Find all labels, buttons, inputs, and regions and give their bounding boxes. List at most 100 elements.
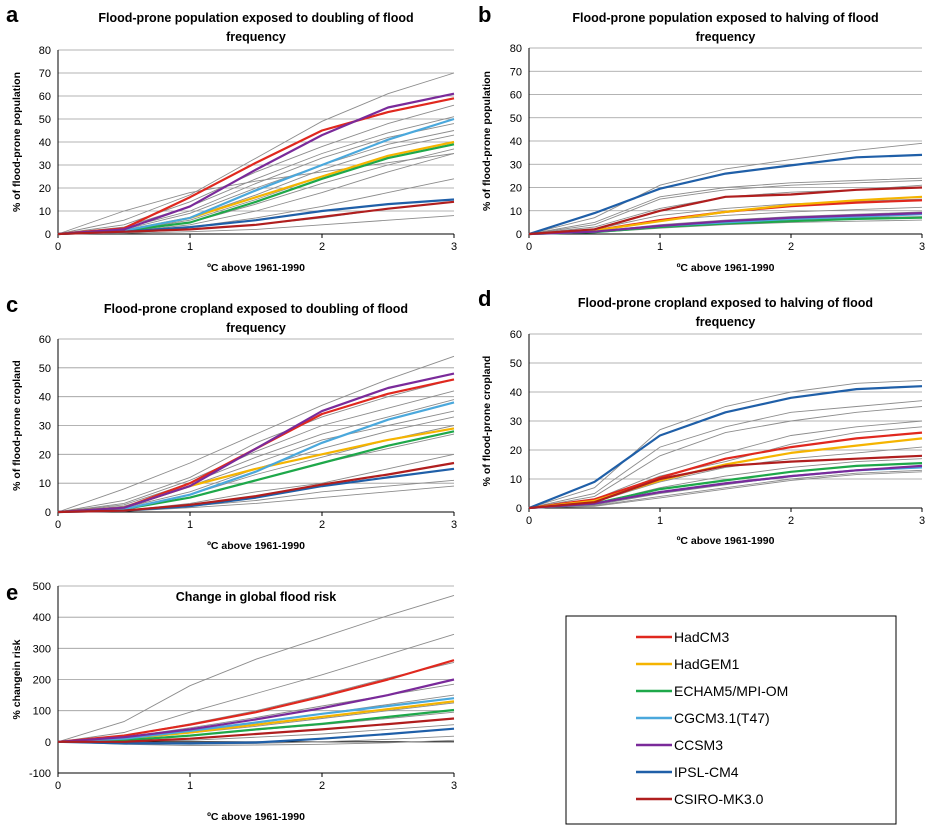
y-tick-label: 80: [39, 45, 51, 57]
y-tick-label: 0: [45, 229, 51, 241]
series-line-csiro-mk3-0: [57, 461, 455, 514]
series-line-ipsl-cm4: [57, 727, 455, 745]
y-tick-label: 0: [516, 229, 522, 241]
panel-letter: c: [6, 292, 18, 317]
y-tick-label: 70: [510, 66, 522, 78]
y-tick-label: 40: [39, 392, 51, 404]
x-tick-label: 3: [451, 780, 457, 792]
y-tick-label: 200: [33, 675, 51, 687]
y-tick-label: 50: [39, 363, 51, 375]
series-line-ccsm3: [57, 92, 455, 236]
panel-letter: a: [6, 2, 19, 27]
y-tick-label: 50: [39, 114, 51, 126]
y-axis-label: % of flood-prone population: [481, 71, 493, 211]
series-line-other: [528, 180, 923, 235]
legend-label: CGCM3.1(T47): [674, 710, 770, 726]
series-line-csiro-mk3-0: [528, 186, 923, 236]
y-tick-label: 10: [510, 474, 522, 486]
series-line-other: [528, 177, 923, 235]
legend-label: CCSM3: [674, 737, 723, 753]
series-line-other: [528, 379, 923, 509]
chart-panel-d: d Flood-prone cropland exposed to halving…: [478, 286, 925, 547]
series-line-cgcm3-1-t47-: [57, 401, 455, 514]
y-tick-label: 10: [510, 206, 522, 218]
series-line-other: [57, 390, 455, 513]
series-line-other: [57, 215, 455, 235]
series-line-other: [57, 378, 455, 513]
series-line-other: [528, 400, 923, 509]
x-axis-label: ºC above 1961-1990: [207, 262, 305, 274]
y-tick-label: 50: [510, 358, 522, 370]
chart-title-line: frequency: [226, 30, 286, 44]
x-tick-label: 0: [55, 241, 61, 253]
series-line-ipsl-cm4: [528, 385, 923, 510]
series-line-ccsm3: [528, 212, 923, 236]
panel-letter: d: [478, 286, 491, 311]
series-line-hadgem1: [57, 427, 455, 514]
x-tick-label: 0: [526, 241, 532, 253]
x-axis-label: ºC above 1961-1990: [207, 811, 305, 823]
chart-panel-c: c Flood-prone cropland exposed to doublin…: [6, 292, 457, 552]
y-tick-label: 300: [33, 643, 51, 655]
panel-letter: b: [478, 2, 491, 27]
y-tick-label: 10: [39, 478, 51, 490]
legend-label: HadCM3: [674, 629, 729, 645]
y-tick-label: 60: [510, 329, 522, 341]
x-tick-label: 0: [55, 519, 61, 531]
series-line-other: [57, 633, 455, 743]
y-tick-label: 40: [510, 136, 522, 148]
y-tick-label: 30: [510, 159, 522, 171]
y-tick-label: 20: [510, 445, 522, 457]
x-axis-label: ºC above 1961-1990: [677, 262, 775, 274]
series-line-echam5-mpi-om: [57, 708, 455, 743]
series-line-ccsm3: [57, 678, 455, 743]
x-tick-label: 0: [526, 515, 532, 527]
legend-label: IPSL-CM4: [674, 764, 739, 780]
chart-title-line: Flood-prone population exposed to halvin…: [572, 11, 878, 25]
series-line-ccsm3: [528, 464, 923, 510]
series-line-ipsl-cm4: [528, 153, 923, 236]
series-line-csiro-mk3-0: [528, 454, 923, 510]
x-axis-label: ºC above 1961-1990: [207, 540, 305, 552]
series-line-other: [57, 116, 455, 235]
series-line-ccsm3: [57, 372, 455, 514]
series-line-cgcm3-1-t47-: [57, 697, 455, 743]
series-line-other: [57, 594, 455, 743]
y-tick-label: 30: [39, 421, 51, 433]
y-tick-label: 70: [39, 68, 51, 80]
x-tick-label: 3: [451, 241, 457, 253]
x-tick-label: 1: [657, 241, 663, 253]
series-line-other: [57, 355, 455, 513]
y-tick-label: 400: [33, 612, 51, 624]
series-line-hadgem1: [528, 437, 923, 510]
x-tick-label: 2: [788, 515, 794, 527]
series-line-other: [57, 104, 455, 235]
y-tick-label: 40: [39, 137, 51, 149]
series-line-other: [57, 153, 455, 235]
y-tick-label: 20: [39, 449, 51, 461]
y-tick-label: 20: [39, 183, 51, 195]
legend-label: CSIRO-MK3.0: [674, 791, 764, 807]
series-line-other: [528, 406, 923, 509]
y-tick-label: 30: [39, 160, 51, 172]
y-tick-label: 80: [510, 43, 522, 55]
series-line-other: [57, 399, 455, 513]
series-line-hadcm3: [528, 431, 923, 510]
x-tick-label: 0: [55, 780, 61, 792]
x-tick-label: 3: [451, 519, 457, 531]
y-tick-label: 500: [33, 581, 51, 593]
y-tick-label: 20: [510, 183, 522, 195]
series-line-other: [528, 469, 923, 509]
chart-panel-a: a Flood-prone population exposed to doubl…: [6, 2, 457, 274]
y-axis-label: % of flood-prone cropland: [11, 360, 23, 491]
x-axis-label: ºC above 1961-1990: [677, 535, 775, 547]
y-tick-label: 60: [39, 334, 51, 346]
series-line-other: [528, 446, 923, 509]
chart-panel-b: b Flood-prone population exposed to halvi…: [478, 2, 925, 274]
panel-letter: e: [6, 580, 18, 605]
x-tick-label: 1: [187, 241, 193, 253]
y-axis-label: % of flood-prone population: [11, 72, 23, 212]
series-line-other: [528, 142, 923, 235]
y-tick-label: 60: [39, 91, 51, 103]
